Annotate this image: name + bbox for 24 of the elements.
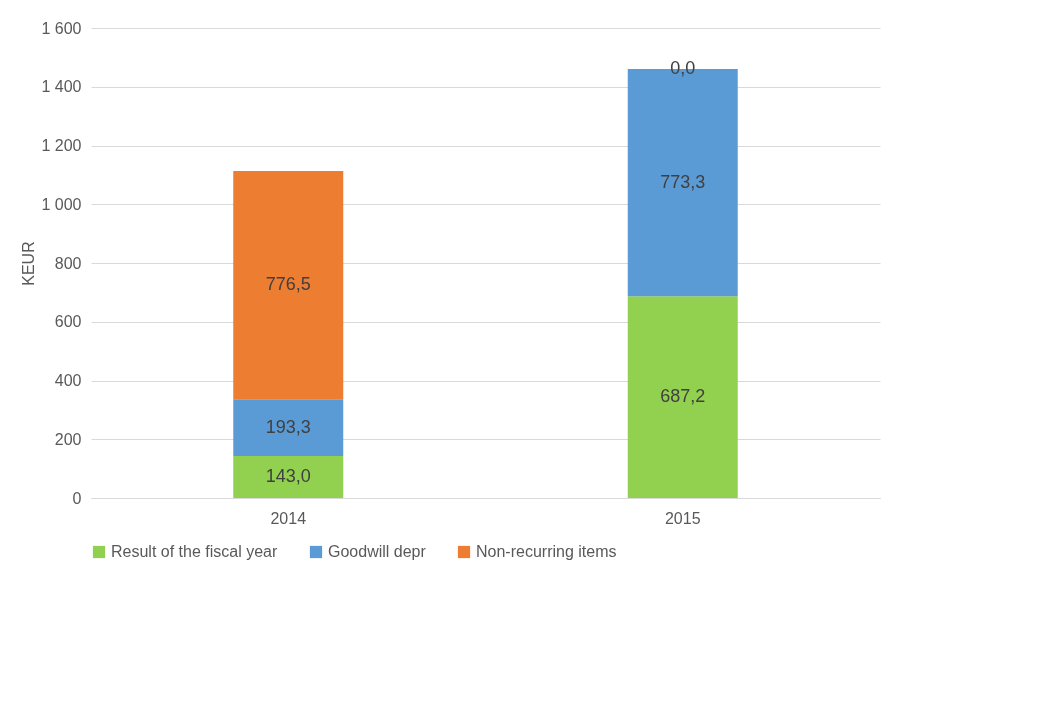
bar xyxy=(233,399,344,456)
y-tick-label: 800 xyxy=(54,254,82,272)
y-tick-label: 0 xyxy=(72,489,82,507)
x-tick-label: 2014 xyxy=(270,509,307,527)
data-label: 143,0 xyxy=(265,466,311,486)
bar xyxy=(627,296,738,498)
legend-label: Non-recurring items xyxy=(476,543,617,560)
bar xyxy=(233,455,344,498)
data-label: 773,3 xyxy=(660,171,706,192)
x-tick-label: 2015 xyxy=(664,509,701,527)
legend-label: Goodwill depr xyxy=(328,543,427,560)
data-label: 687,2 xyxy=(660,386,706,407)
legend-label: Result of the fiscal year xyxy=(111,543,278,560)
bar xyxy=(233,171,344,400)
y-tick-label: 200 xyxy=(54,430,82,448)
y-tick-label: 1 000 xyxy=(41,195,82,213)
y-tick-label: 1 400 xyxy=(41,78,82,96)
y-tick-label: 400 xyxy=(54,372,82,389)
y-axis-title: KEUR xyxy=(20,241,38,286)
y-tick-label: 600 xyxy=(54,313,82,331)
data-label: 776,5 xyxy=(265,274,311,295)
y-tick-label: 1 600 xyxy=(41,19,82,37)
data-label: 193,3 xyxy=(265,416,311,437)
y-tick-label: 1 200 xyxy=(41,137,82,154)
